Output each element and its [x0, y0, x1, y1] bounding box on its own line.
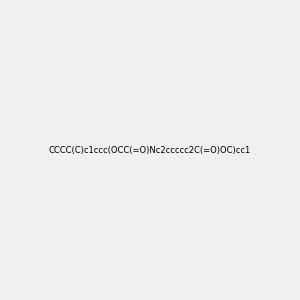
Text: CCCC(C)c1ccc(OCC(=O)Nc2ccccc2C(=O)OC)cc1: CCCC(C)c1ccc(OCC(=O)Nc2ccccc2C(=O)OC)cc1	[49, 146, 251, 154]
